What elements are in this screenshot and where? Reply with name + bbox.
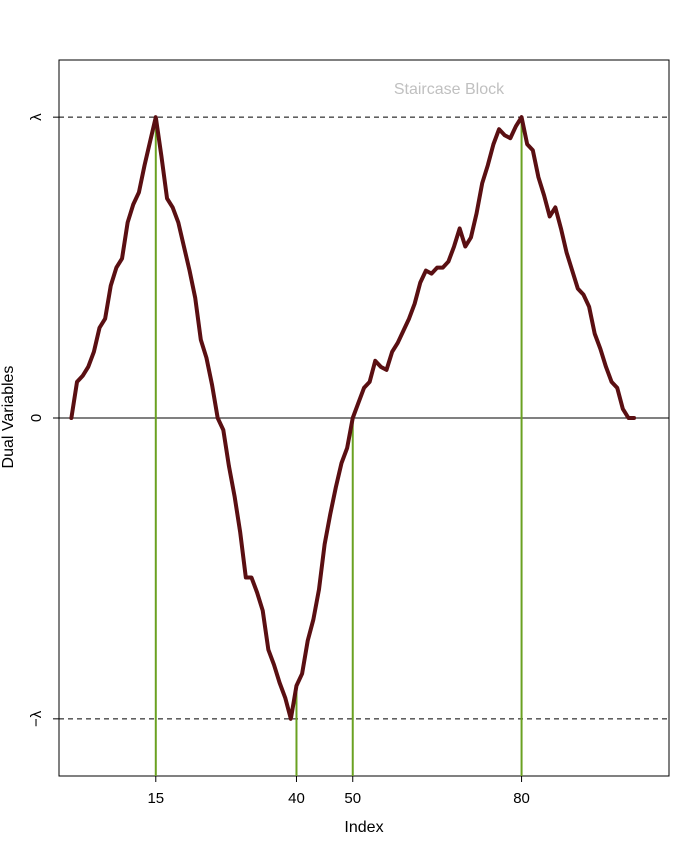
x-tick-label: 40 xyxy=(288,790,305,807)
y-axis-ticks: −λ 0 λ xyxy=(28,113,59,727)
x-tick-label: 15 xyxy=(147,790,164,807)
x-tick-label: 50 xyxy=(344,790,361,807)
vertical-markers xyxy=(154,117,523,776)
y-axis-title: Dual Variables xyxy=(0,366,17,469)
dual-variable-line xyxy=(69,115,637,721)
x-tick-label: 80 xyxy=(513,790,530,807)
reference-lines xyxy=(59,116,669,720)
x-axis-title: Index xyxy=(344,819,383,836)
x-axis-ticks: 15 40 50 80 xyxy=(147,776,530,807)
y-tick-label: 0 xyxy=(28,414,45,422)
y-tick-label: λ xyxy=(28,113,45,121)
y-tick-label: −λ xyxy=(28,710,45,727)
chart-annotation: Staircase Block xyxy=(394,81,505,98)
